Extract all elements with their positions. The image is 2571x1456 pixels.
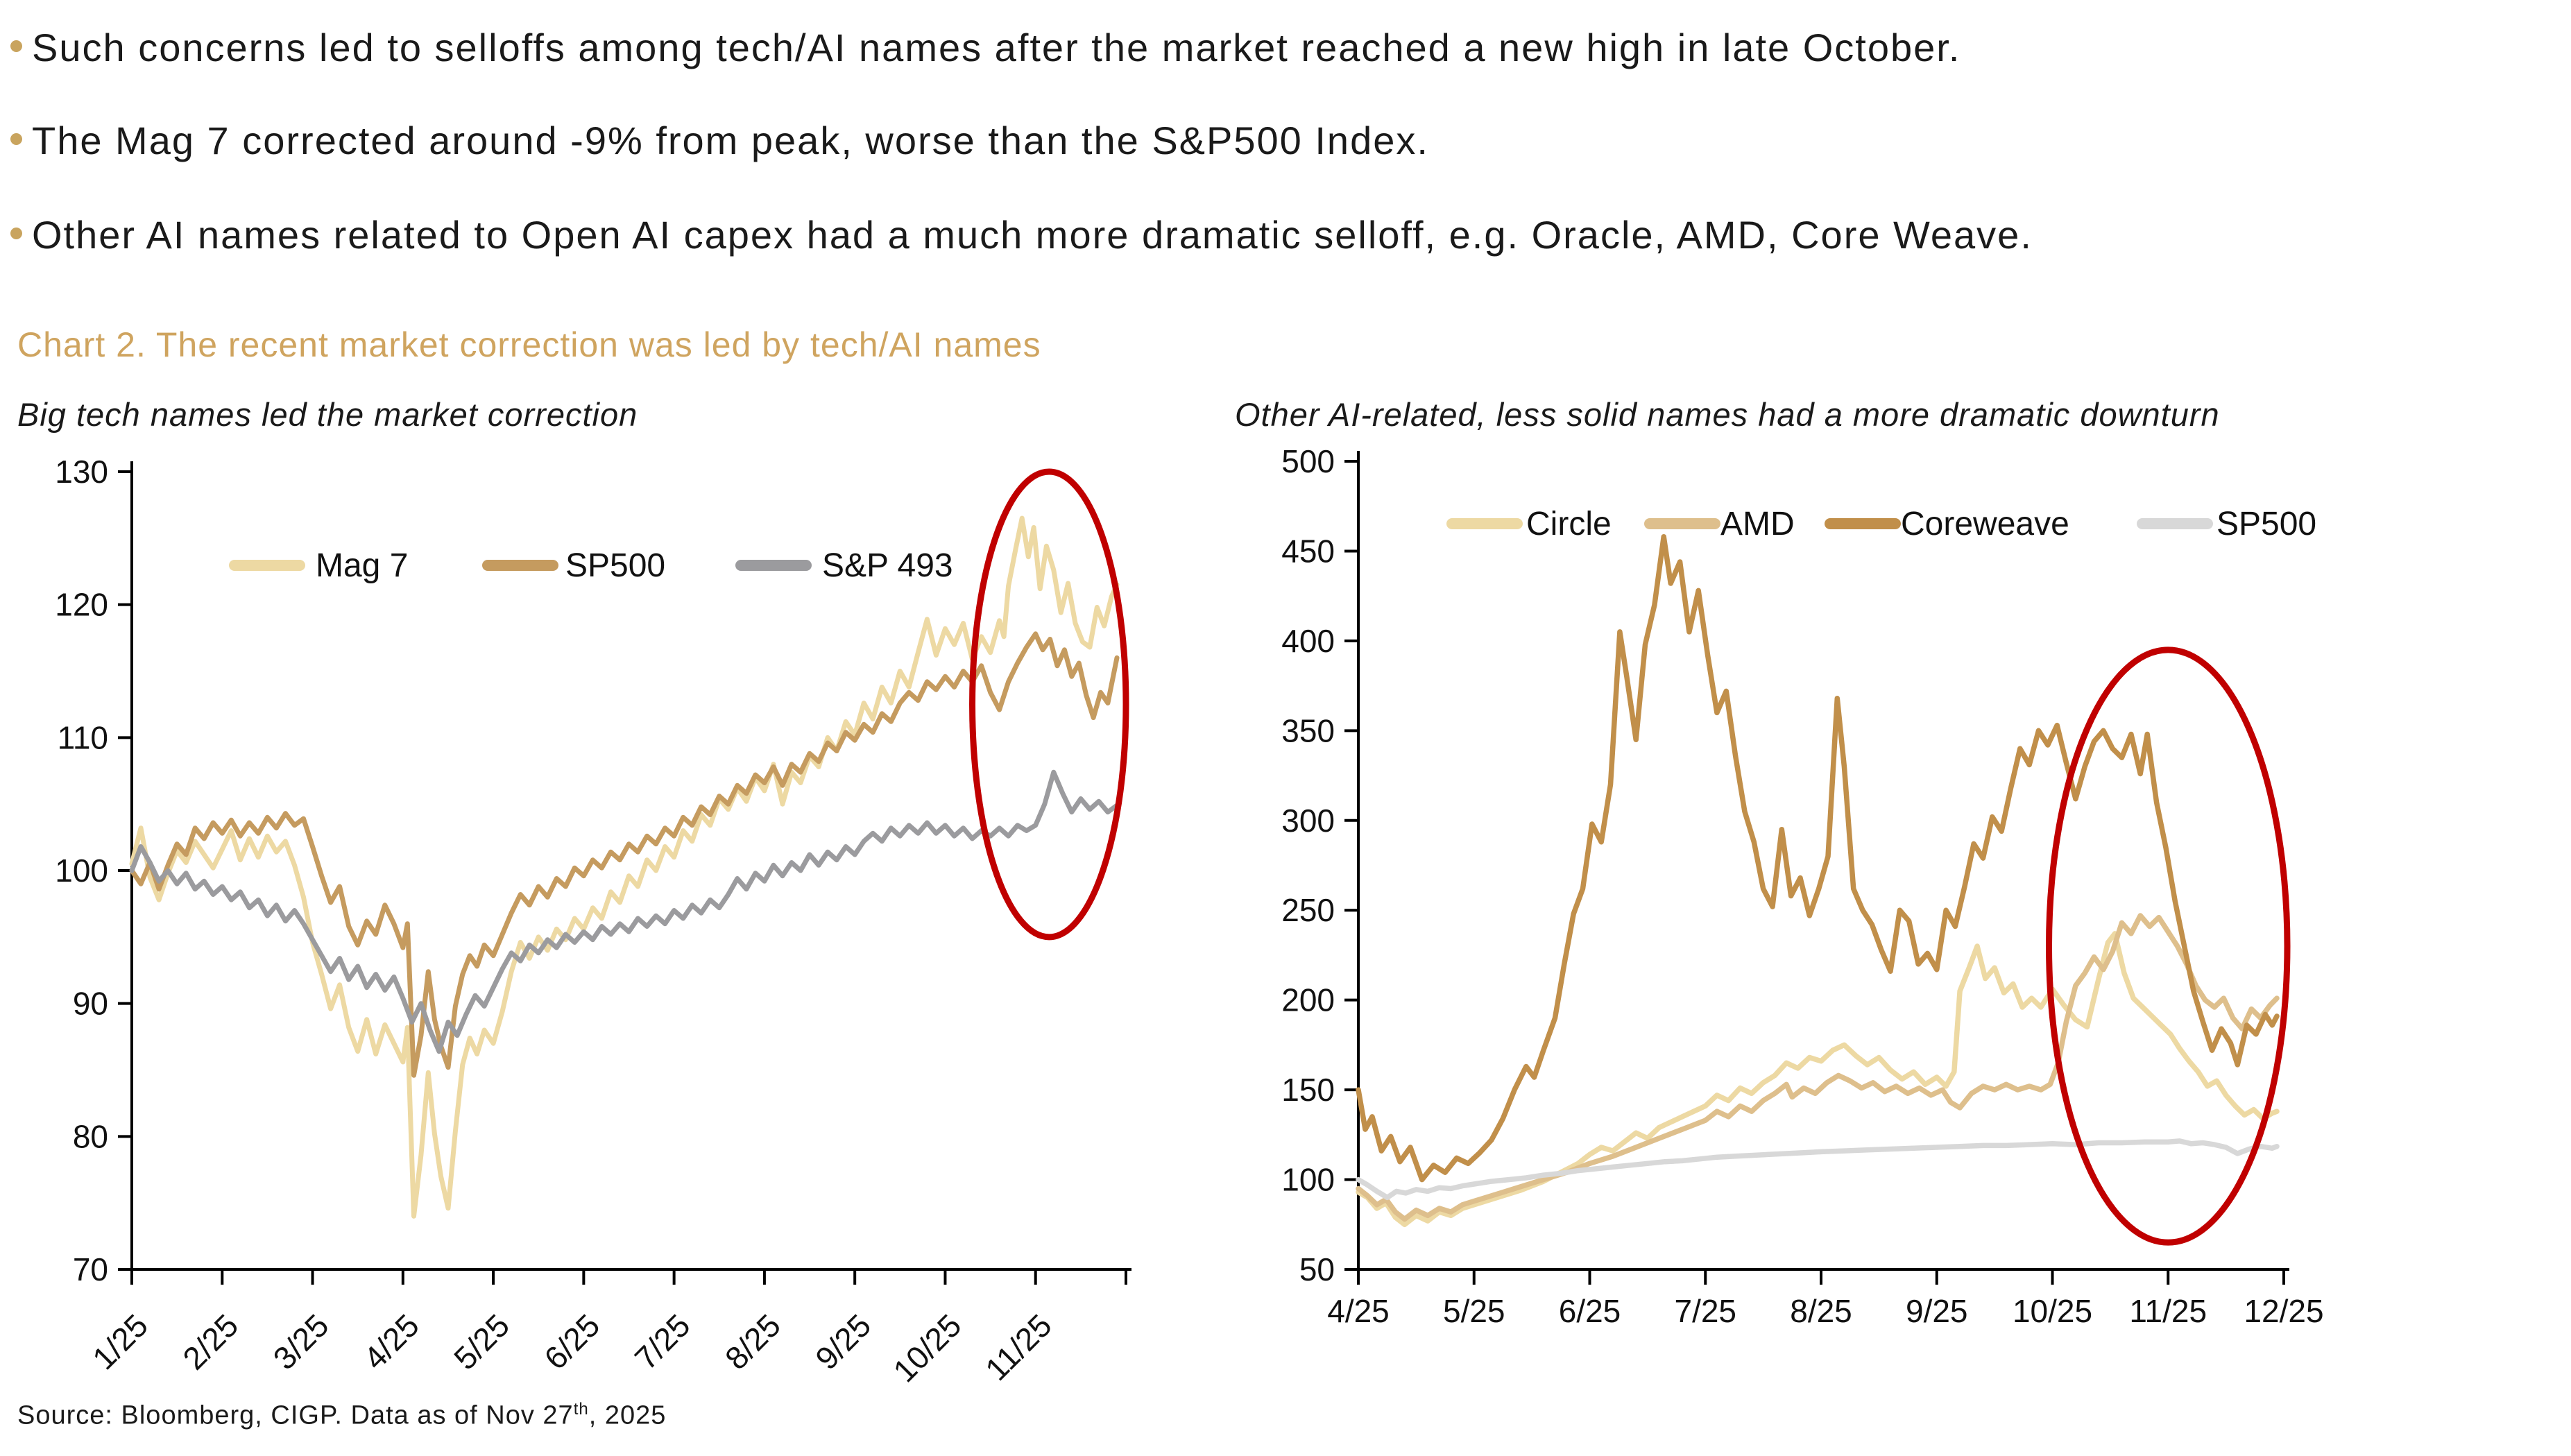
- bullet-text: Other AI names related to Open AI capex …: [32, 213, 2033, 257]
- bullet-item: The Mag 7 corrected around -9% from peak…: [10, 118, 1429, 163]
- x-axis-tick-label: 5/25: [1443, 1293, 1505, 1329]
- series-line-s-p-493: [129, 769, 1120, 1054]
- chart-canvas: 50 100 150 200 250 300 350 400 450 500 4/25 5/25 6/2…: [1281, 444, 2323, 1329]
- y-axis-tick-label: 110: [58, 719, 108, 755]
- section-title: Chart 2. The recent market correction wa…: [17, 325, 1041, 364]
- x-axis-tick-label: 12/25: [2244, 1293, 2323, 1329]
- x-axis-tick-label: 1/25: [85, 1307, 155, 1376]
- legend-swatch-icon: [1446, 518, 1523, 529]
- series-line-amd: [1356, 913, 2280, 1222]
- series-line-mag-7: [129, 515, 1120, 1219]
- source-suffix: , 2025: [588, 1401, 667, 1430]
- y-axis-tick-label: 450: [1281, 533, 1335, 569]
- x-axis-tick-label: 11/25: [978, 1307, 1059, 1387]
- y-axis-tick-label: 400: [1281, 623, 1335, 659]
- source-superscript: th: [573, 1400, 589, 1419]
- x-axis-tick-label: 3/25: [266, 1307, 336, 1376]
- x-axis-tick-label: 5/25: [447, 1307, 516, 1376]
- x-axis-tick-label: 8/25: [1790, 1293, 1852, 1329]
- source-text: Source: Bloomberg, CIGP. Data as of Nov …: [17, 1401, 574, 1430]
- legend-label: S&P 493: [822, 547, 953, 584]
- right-chart-subtitle: Other AI-related, less solid names had a…: [1235, 396, 2220, 433]
- bullet-marker-icon: [10, 40, 22, 52]
- y-axis-tick-label: 250: [1281, 892, 1335, 928]
- bullet-marker-icon: [10, 133, 22, 145]
- y-axis-tick-label: 120: [55, 587, 108, 623]
- bullet-item: Other AI names related to Open AI capex …: [10, 212, 2033, 257]
- legend-swatch-icon: [1644, 518, 1720, 529]
- bullet-marker-icon: [10, 228, 22, 239]
- source-note: Source: Bloomberg, CIGP. Data as of Nov …: [17, 1400, 666, 1431]
- right-chart: 50 100 150 200 250 300 350 400 450 500 4/25 5/25 6/2…: [1214, 444, 2571, 1401]
- legend-label: SP500: [2216, 506, 2316, 542]
- x-axis-tick-label: 6/25: [1559, 1293, 1621, 1329]
- chart-canvas: 70 80 90 100 110 120 130 1/25 2/25 3/25 4/25 5/25 6/…: [55, 454, 1131, 1389]
- legend-swatch-icon: [482, 560, 558, 571]
- series-line-sp500: [129, 631, 1120, 1078]
- x-axis-tick-label: 8/25: [718, 1307, 787, 1376]
- bullet-item: Such concerns led to selloffs among tech…: [10, 25, 1961, 70]
- x-axis-tick-label: 9/25: [808, 1307, 878, 1376]
- y-axis-tick-label: 70: [73, 1251, 108, 1287]
- y-axis-tick-label: 300: [1281, 803, 1335, 839]
- y-axis-tick-label: 350: [1281, 712, 1335, 748]
- bullet-text: The Mag 7 corrected around -9% from peak…: [32, 119, 1429, 162]
- x-axis-tick-label: 10/25: [886, 1307, 968, 1389]
- x-axis-tick-label: 9/25: [1906, 1293, 1968, 1329]
- highlight-ellipse: [969, 468, 1129, 941]
- highlight-ellipse: [2045, 646, 2291, 1246]
- x-axis-tick-label: 4/25: [1327, 1293, 1390, 1329]
- y-axis-tick-label: 130: [55, 454, 108, 490]
- x-axis-tick-label: 11/25: [2129, 1293, 2207, 1329]
- x-axis-tick-label: 6/25: [537, 1307, 606, 1376]
- x-axis-tick-label: 4/25: [357, 1307, 426, 1376]
- x-axis-tick-label: 7/25: [1674, 1293, 1736, 1329]
- x-axis-tick-label: 10/25: [2013, 1293, 2092, 1329]
- y-axis-tick-label: 500: [1281, 444, 1335, 479]
- series-line-coreweave: [1356, 533, 2280, 1183]
- y-axis-tick-label: 150: [1281, 1072, 1335, 1108]
- x-axis-tick-label: 2/25: [176, 1307, 245, 1376]
- y-axis-tick-label: 90: [73, 986, 108, 1022]
- legend-swatch-icon: [735, 560, 812, 571]
- y-axis-tick-label: 50: [1299, 1251, 1335, 1287]
- y-axis-tick-label: 100: [55, 853, 108, 889]
- left-chart-subtitle: Big tech names led the market correction: [17, 396, 638, 433]
- legend-label: Circle: [1526, 506, 1612, 542]
- legend-swatch-icon: [1825, 518, 1901, 529]
- legend-label: Mag 7: [316, 547, 408, 584]
- legend-swatch-icon: [229, 560, 305, 571]
- bullet-text: Such concerns led to selloffs among tech…: [32, 26, 1961, 69]
- x-axis-tick-label: 7/25: [628, 1307, 697, 1376]
- legend-label: SP500: [565, 547, 665, 584]
- legend-swatch-icon: [2137, 518, 2213, 529]
- left-chart: 70 80 90 100 110 120 130 1/25 2/25 3/25 4/25 5/25 6/…: [0, 444, 1214, 1401]
- y-axis-tick-label: 200: [1281, 982, 1335, 1018]
- series-line-sp500: [1356, 1138, 2280, 1201]
- y-axis-tick-label: 80: [73, 1118, 108, 1154]
- legend-label: AMD: [1720, 506, 1795, 542]
- legend-label: Coreweave: [1901, 506, 2069, 542]
- y-axis-tick-label: 100: [1281, 1162, 1335, 1198]
